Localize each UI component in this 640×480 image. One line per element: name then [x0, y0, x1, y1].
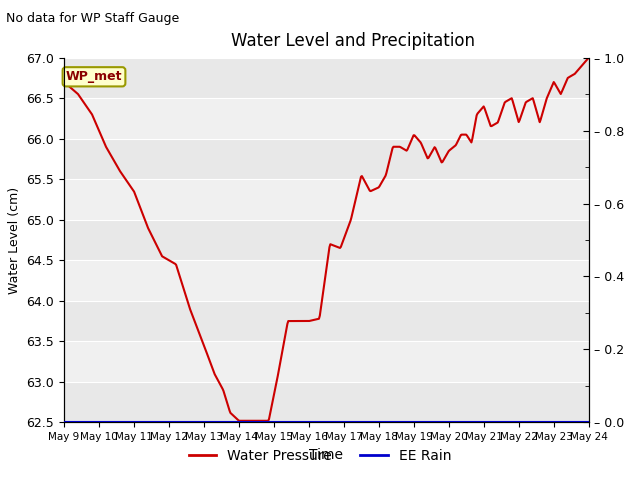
Bar — [64, 179, 589, 220]
Y-axis label: Water Level (cm): Water Level (cm) — [8, 186, 21, 294]
Bar — [64, 58, 589, 98]
Text: WP_met: WP_met — [66, 70, 122, 84]
Bar — [64, 260, 589, 301]
Text: No data for WP Staff Gauge: No data for WP Staff Gauge — [6, 12, 180, 25]
Title: Water Level and Precipitation: Water Level and Precipitation — [230, 33, 475, 50]
Bar — [64, 98, 589, 139]
Legend: Water Pressure, EE Rain: Water Pressure, EE Rain — [183, 443, 457, 468]
Bar — [64, 341, 589, 382]
Bar — [64, 301, 589, 341]
Bar — [64, 220, 589, 260]
Bar — [64, 139, 589, 179]
Bar — [64, 382, 589, 422]
X-axis label: Time: Time — [309, 448, 344, 462]
